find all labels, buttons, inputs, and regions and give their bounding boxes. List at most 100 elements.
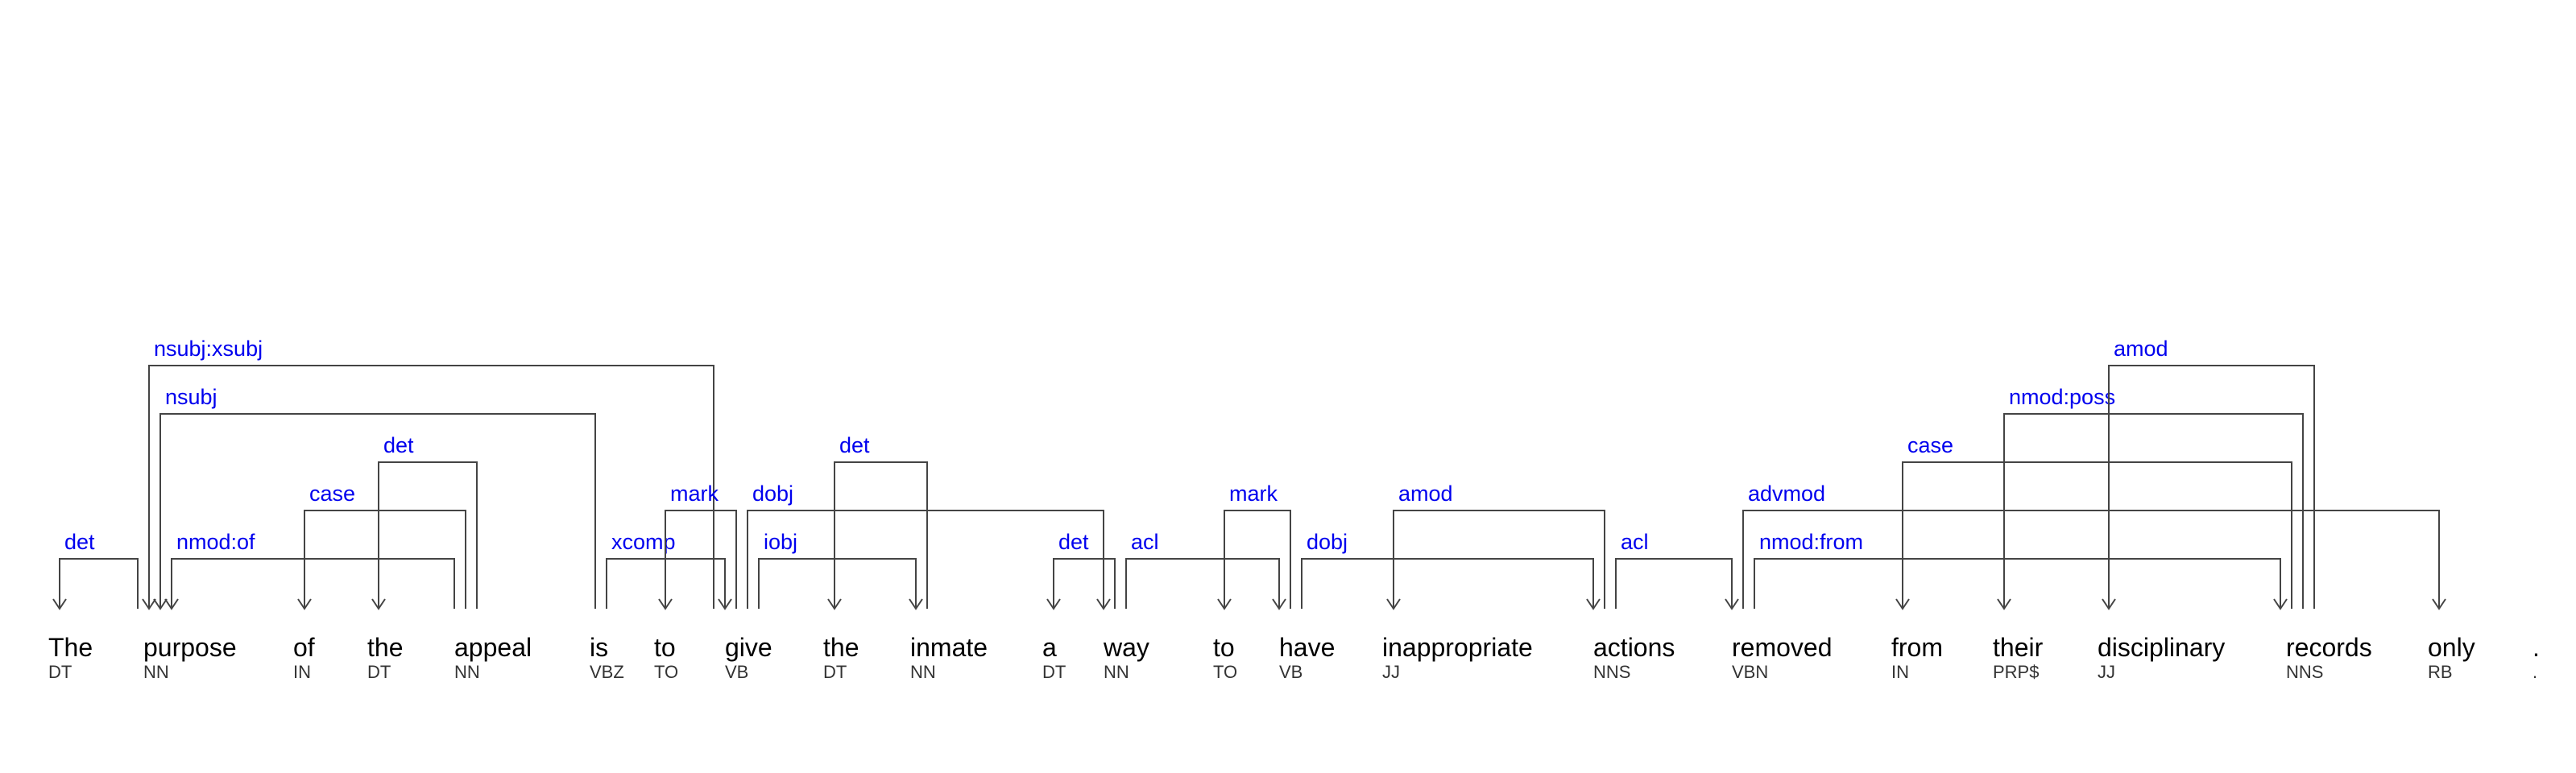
relation-label: amod: [2114, 337, 2168, 361]
arc-line: [665, 510, 737, 609]
token-word: removed: [1732, 633, 1833, 662]
dependency-arc: det: [1046, 530, 1116, 610]
relation-label: iobj: [764, 530, 797, 554]
dependency-arc: acl: [1125, 530, 1286, 610]
token-pos-tag: JJ: [2098, 662, 2115, 682]
arc-line: [1053, 558, 1116, 609]
token-row: TheDTpurposeNNofINtheDTappealNNisVBZtoTO…: [48, 633, 2540, 682]
arrowhead-icon: [2102, 598, 2116, 610]
relation-label: dobj: [1307, 530, 1348, 554]
token-word: the: [823, 633, 859, 662]
dependency-arc: dobj: [747, 482, 1111, 610]
relation-label: det: [1058, 530, 1089, 554]
arrowhead-icon: [1217, 598, 1232, 610]
dependency-arc: nsubj:xsubj: [142, 337, 714, 610]
arc-line: [758, 558, 917, 609]
relation-label: nsubj: [165, 385, 217, 409]
arc-line: [1301, 558, 1594, 609]
token-word: of: [293, 633, 315, 662]
token-word: the: [367, 633, 403, 662]
arc-line: [378, 461, 478, 609]
relation-label: case: [309, 482, 355, 506]
relation-label: mark: [1229, 482, 1278, 506]
arc-line: [2108, 365, 2315, 609]
arc-line: [59, 558, 139, 609]
token-word: is: [590, 633, 608, 662]
arrowhead-icon: [297, 598, 312, 610]
dependency-arc: amod: [1386, 482, 1605, 610]
arrowhead-icon: [1725, 598, 1739, 610]
arrowhead-icon: [371, 598, 386, 610]
arrowhead-icon: [1272, 598, 1286, 610]
token-word: .: [2533, 633, 2540, 662]
token-word: inmate: [910, 633, 988, 662]
token-pos-tag: NNS: [1593, 662, 1630, 682]
token-pos-tag: PRP$: [1993, 662, 2039, 682]
relation-label: acl: [1621, 530, 1649, 554]
token-word: from: [1891, 633, 1943, 662]
token-pos-tag: IN: [1891, 662, 1909, 682]
token-pos-tag: DT: [367, 662, 391, 682]
dependency-arc: acl: [1615, 530, 1739, 610]
token-pos-tag: NN: [1104, 662, 1129, 682]
dependency-arc: dobj: [1301, 530, 1601, 610]
token-pos-tag: IN: [293, 662, 311, 682]
dependency-arc: det: [827, 433, 928, 610]
token-word: purpose: [143, 633, 237, 662]
dependency-arc: nmod:of: [164, 530, 455, 610]
arc-line: [1615, 558, 1733, 609]
token-pos-tag: RB: [2428, 662, 2453, 682]
arc-line: [148, 365, 714, 609]
token-word: disciplinary: [2098, 633, 2225, 662]
dependency-arc: mark: [1217, 482, 1291, 610]
dependency-arc: nmod:poss: [1997, 385, 2304, 610]
relation-label: det: [839, 433, 870, 457]
arc-line: [1902, 461, 2292, 609]
token-word: records: [2286, 633, 2372, 662]
token-word: inappropriate: [1382, 633, 1533, 662]
token-pos-tag: DT: [48, 662, 72, 682]
arrowhead-icon: [1046, 598, 1061, 610]
token-word: way: [1103, 633, 1149, 662]
token-pos-tag: DT: [823, 662, 847, 682]
token-pos-tag: TO: [654, 662, 678, 682]
token-word: only: [2428, 633, 2475, 662]
token-pos-tag: NNS: [2286, 662, 2323, 682]
relation-label: det: [383, 433, 414, 457]
arc-line: [834, 461, 928, 609]
token: ..: [2533, 633, 2540, 682]
arc-line: [1754, 558, 2281, 609]
arrowhead-icon: [658, 598, 673, 610]
relation-label: advmod: [1748, 482, 1825, 506]
arrowhead-icon: [2432, 598, 2446, 610]
dependency-arc: advmod: [1742, 482, 2446, 610]
relation-label: acl: [1131, 530, 1159, 554]
arrowhead-icon: [718, 598, 732, 610]
dependency-arc: nmod:from: [1754, 530, 2288, 610]
dependency-arc: amod: [2102, 337, 2315, 610]
token-word: The: [48, 633, 93, 662]
token-pos-tag: VBN: [1732, 662, 1768, 682]
arrowhead-icon: [153, 598, 168, 610]
relation-label: det: [64, 530, 95, 554]
arc-line: [1224, 510, 1291, 609]
token-pos-tag: TO: [1213, 662, 1237, 682]
arrowhead-icon: [1997, 598, 2011, 610]
arc-line: [304, 510, 466, 609]
dependency-arc: iobj: [758, 530, 923, 610]
arrowhead-icon: [909, 598, 923, 610]
dependency-arc: case: [1895, 433, 2292, 610]
